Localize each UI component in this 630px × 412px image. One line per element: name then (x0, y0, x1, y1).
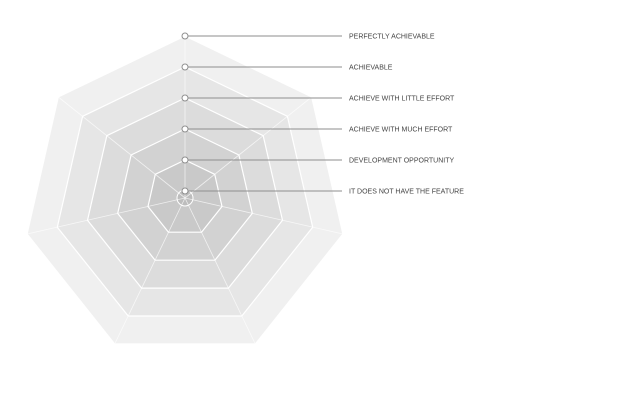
spoke-4 (184, 197, 256, 345)
level-leaders (181, 32, 342, 195)
level-marker-1 (181, 32, 189, 40)
spoke-6 (27, 197, 186, 235)
spoke-2 (184, 96, 312, 199)
level-label-2: ACHIEVABLE (349, 65, 393, 72)
level-marker-4 (181, 125, 189, 133)
level-label-6: IT DOES NOT HAVE THE FEATURE (349, 189, 464, 196)
level-marker-6 (181, 187, 189, 195)
spoke-3 (184, 197, 343, 235)
level-label-4: ACHIEVE WITH MUCH EFFORT (349, 127, 453, 134)
level-labels: PERFECTLY ACHIEVABLE ACHIEVABLE ACHIEVE WI… (349, 34, 464, 196)
level-label-5: DEVELOPMENT OPPORTUNITY (349, 158, 454, 165)
level-label-1: PERFECTLY ACHIEVABLE (349, 34, 435, 41)
radar-spokes (27, 36, 343, 345)
level-marker-5 (181, 156, 189, 164)
level-label-3: ACHIEVE WITH LITTLE EFFORT (349, 96, 455, 103)
spoke-5 (114, 197, 186, 345)
level-marker-2 (181, 63, 189, 71)
level-marker-3 (181, 94, 189, 102)
spoke-7 (58, 96, 186, 199)
